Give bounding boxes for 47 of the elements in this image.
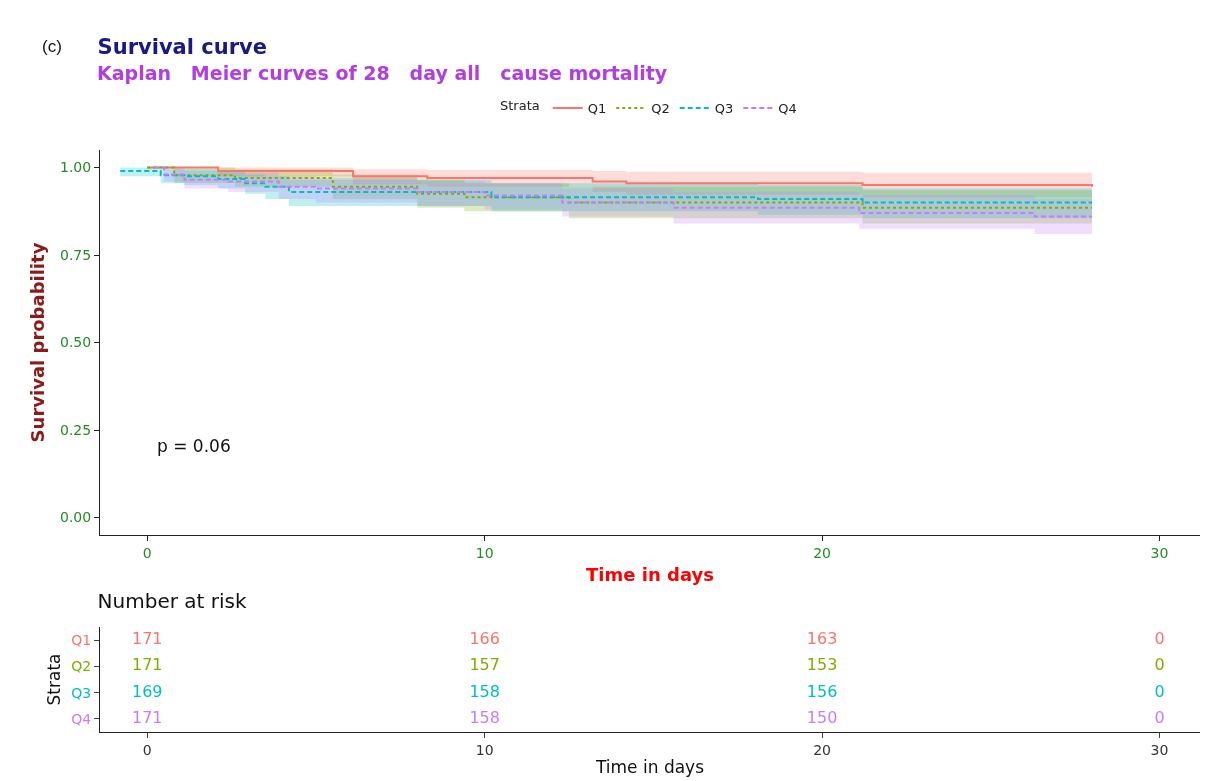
y-tick-label: 1.00: [60, 159, 92, 176]
y-axis-title: Survival probability: [27, 242, 49, 443]
x-axis-title: Time in days: [586, 563, 714, 585]
data-label: 158: [469, 707, 500, 727]
data-label: 157: [469, 655, 500, 675]
y-tick-label: 0.00: [60, 509, 92, 526]
data-label: 150: [806, 707, 838, 727]
y-tick-label: Q4: [71, 710, 92, 727]
y-tick-label: Q1: [71, 632, 92, 649]
x-tick-label: 30: [1150, 544, 1169, 561]
legend-title: Strata: [500, 97, 540, 113]
data-label: 156: [806, 681, 838, 701]
data-label: 158: [469, 681, 500, 701]
y-tick-label: 0.25: [60, 421, 92, 438]
x-tick-label: 20: [813, 741, 831, 758]
y-axis-title: Strata: [43, 653, 64, 706]
data-label: 171: [131, 629, 163, 649]
annotation: p = 0.06: [157, 436, 231, 456]
data-label: 153: [806, 655, 838, 675]
x-tick-label: 20: [813, 544, 831, 561]
data-label: 166: [469, 629, 500, 649]
x-tick-label: 0: [142, 544, 152, 561]
data-label: 0: [1154, 707, 1165, 727]
text: (c): [42, 37, 62, 56]
data-label: 171: [131, 707, 163, 727]
y-tick-label: 0.50: [60, 334, 92, 351]
y-tick-label: Q3: [71, 684, 92, 701]
x-axis-title: Time in days: [594, 757, 705, 778]
chart-title: Number at risk: [97, 588, 247, 613]
x-tick-label: 10: [475, 544, 494, 561]
x-tick-label: 0: [142, 741, 152, 758]
chart-subtitle: Kaplan Meier curves of 28 day all cause mortality: [97, 62, 668, 84]
y-tick-label: 0.75: [60, 246, 92, 263]
legend-label: Q1: [587, 101, 607, 117]
legend-label: Q3: [714, 101, 734, 117]
data-label: 171: [131, 655, 163, 675]
data-label: 163: [806, 629, 838, 649]
y-tick-label: Q2: [71, 658, 92, 675]
x-tick-label: 10: [475, 741, 494, 758]
chart-title: Survival curve: [97, 34, 267, 59]
data-label: 0: [1154, 629, 1165, 649]
data-label: 169: [131, 681, 163, 701]
legend-label: Q2: [651, 101, 670, 117]
legend-label: Q4: [778, 101, 797, 117]
data-label: 0: [1154, 681, 1165, 701]
data-label: 0: [1154, 655, 1165, 675]
x-tick-label: 30: [1150, 741, 1169, 758]
